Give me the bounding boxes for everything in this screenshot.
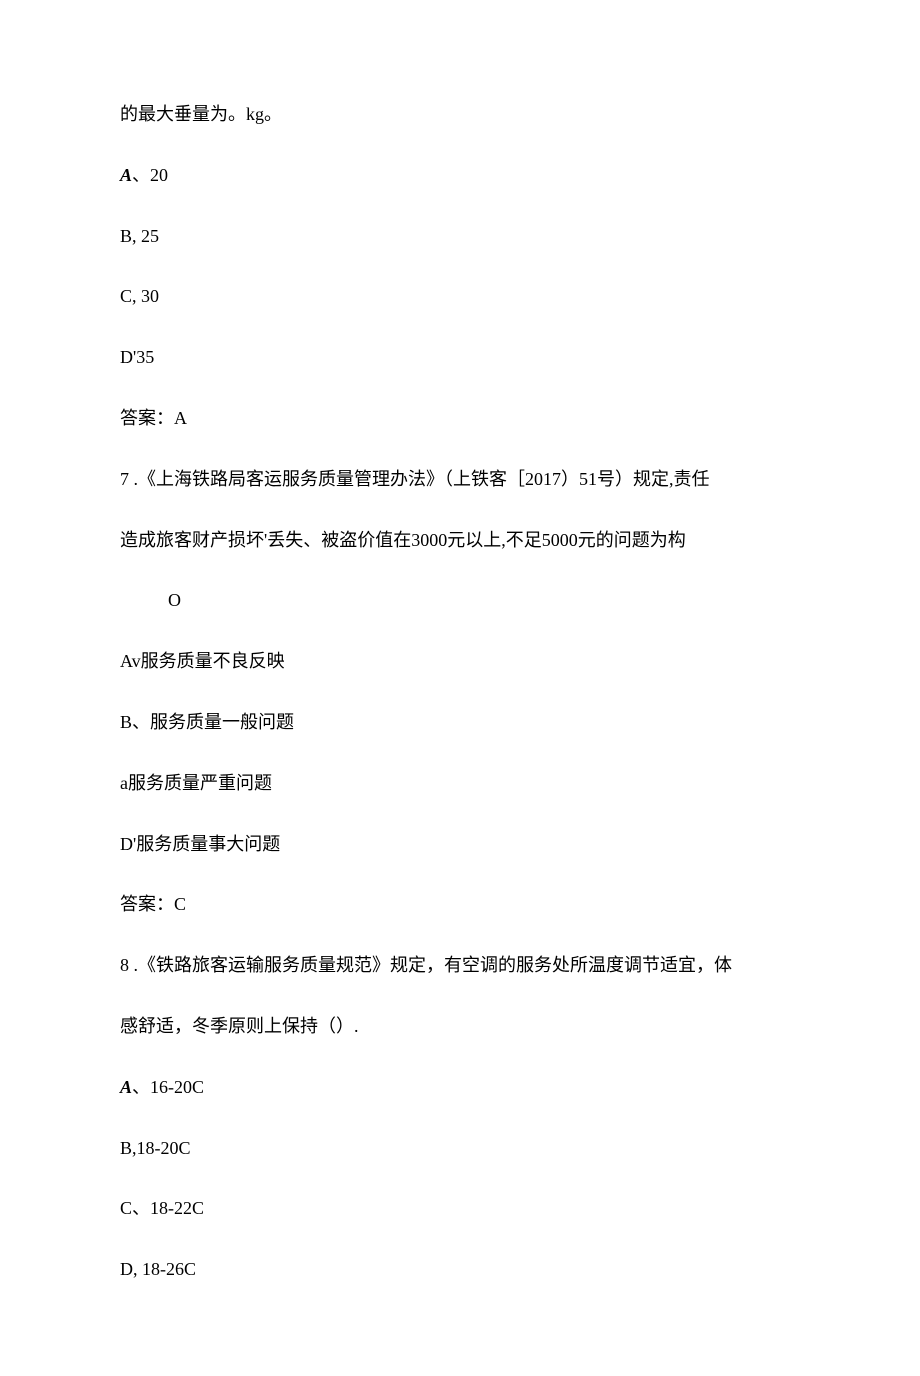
q6-option-a-text: 20 — [150, 165, 168, 185]
q6-stem-continued: 的最大垂量为。kg。 — [120, 100, 800, 129]
q6-option-a-sep: 、 — [132, 165, 150, 185]
q8-stem-line2: 感舒适，冬季原则上保持（）. — [120, 1012, 800, 1041]
q7-stem-line3: O — [120, 586, 800, 615]
q7-answer: 答案：C — [120, 890, 800, 919]
q8-stem-line1: 8 .《铁路旅客运输服务质量规范》规定，有空调的服务处所温度调节适宜，体 — [120, 951, 800, 980]
q7-option-a: Av服务质量不良反映 — [120, 647, 800, 676]
q6-option-a: A、20 — [120, 161, 800, 190]
q6-option-a-label: A — [120, 165, 132, 185]
q7-option-d: D'服务质量事大问题 — [120, 830, 800, 859]
q6-option-b: B, 25 — [120, 222, 800, 251]
q8-option-d: D, 18-26C — [120, 1255, 800, 1284]
q7-stem-line2: 造成旅客财产损坏'丢失、被盗价值在3000元以上,不足5000元的问题为构 — [120, 526, 800, 555]
q8-option-a-sep: 、 — [132, 1077, 150, 1097]
q7-stem-line1: 7 .《上海铁路局客运服务质量管理办法》（上铁客［2017）51号）规定,责任 — [120, 465, 800, 494]
q7-option-b: B、服务质量一般问题 — [120, 708, 800, 737]
q7-option-c: a服务质量严重问题 — [120, 769, 800, 798]
q8-option-a: A、16-20C — [120, 1073, 800, 1102]
q8-option-b: B,18-20C — [120, 1134, 800, 1163]
q8-option-a-text: 16-20C — [150, 1077, 204, 1097]
q6-option-d: D'35 — [120, 343, 800, 372]
q6-answer: 答案：A — [120, 404, 800, 433]
q8-option-a-label: A — [120, 1077, 132, 1097]
q6-option-c: C, 30 — [120, 282, 800, 311]
q8-option-c: C、18-22C — [120, 1194, 800, 1223]
